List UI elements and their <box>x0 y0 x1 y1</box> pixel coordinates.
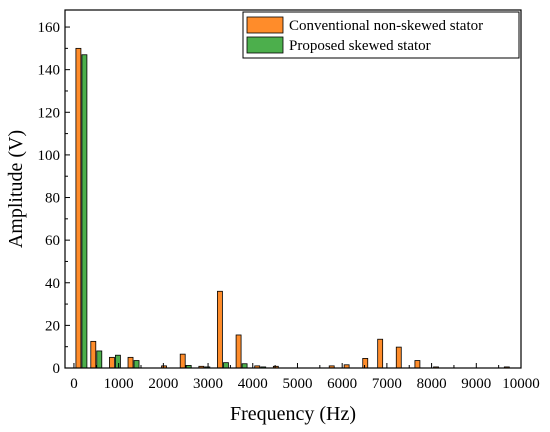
x-tick-label-5: 5000 <box>282 376 312 392</box>
y-tick-label-0: 0 <box>53 361 61 377</box>
bar-conventional-13 <box>362 358 369 369</box>
y-tick-label-3: 60 <box>45 233 60 249</box>
legend: Conventional non-skewed stator Proposed s… <box>242 11 520 59</box>
x-axis-label: Frequency (Hz) <box>230 403 356 425</box>
x-tick-label-0: 0 <box>70 376 78 392</box>
legend-swatch-1 <box>246 36 284 54</box>
y-tick-label-1: 20 <box>45 318 60 334</box>
bar-conventional-15 <box>395 346 402 369</box>
bar-conventional-16 <box>414 360 421 369</box>
x-tick-label-3: 3000 <box>193 376 223 392</box>
bar-skewed-3 <box>133 360 140 369</box>
bar-conventional-2 <box>109 356 115 369</box>
bar-skewed-2 <box>115 354 121 369</box>
y-tick-label-6: 120 <box>38 105 61 121</box>
legend-label-0: Conventional non-skewed stator <box>289 18 483 34</box>
plot-frame <box>64 9 522 369</box>
x-tick-label-2: 2000 <box>148 376 178 392</box>
y-tick-label-4: 80 <box>45 191 60 207</box>
bar-conventional-8 <box>235 334 242 369</box>
x-tick-label-9: 9000 <box>461 376 491 392</box>
x-tick-label-8: 8000 <box>417 376 447 392</box>
x-tick-label-4: 4000 <box>238 376 268 392</box>
legend-swatch-0 <box>246 16 284 34</box>
y-tick-label-8: 160 <box>38 20 61 36</box>
y-tick-label-5: 100 <box>38 148 61 164</box>
bar-skewed-7 <box>241 363 248 369</box>
legend-box <box>242 11 520 59</box>
x-tick-label-1: 1000 <box>104 376 134 392</box>
x-tick-label-6: 6000 <box>327 376 357 392</box>
bar-conventional-14 <box>377 338 384 369</box>
bar-skewed-6 <box>223 362 229 369</box>
bar-conventional-3 <box>127 356 134 369</box>
x-tick-label-10: 10000 <box>502 376 540 392</box>
axes: 0 1000 2000 3000 4000 5000 6000 7000 8000 9000 100… <box>38 9 540 392</box>
x-tick-label-7: 7000 <box>372 376 402 392</box>
y-tick-label-2: 40 <box>45 276 60 292</box>
bar-conventional-5 <box>179 353 186 369</box>
y-axis-label: Amplitude (V) <box>5 130 27 248</box>
legend-label-1: Proposed skewed stator <box>289 38 431 54</box>
bar-conventional-0 <box>75 47 82 369</box>
bar-conventional-1 <box>90 340 97 369</box>
bar-skewed-0 <box>81 54 88 369</box>
y-tick-label-7: 140 <box>38 63 61 79</box>
bar-conventional-7 <box>217 290 223 369</box>
bar-skewed-1 <box>96 350 103 369</box>
bars <box>75 47 510 369</box>
